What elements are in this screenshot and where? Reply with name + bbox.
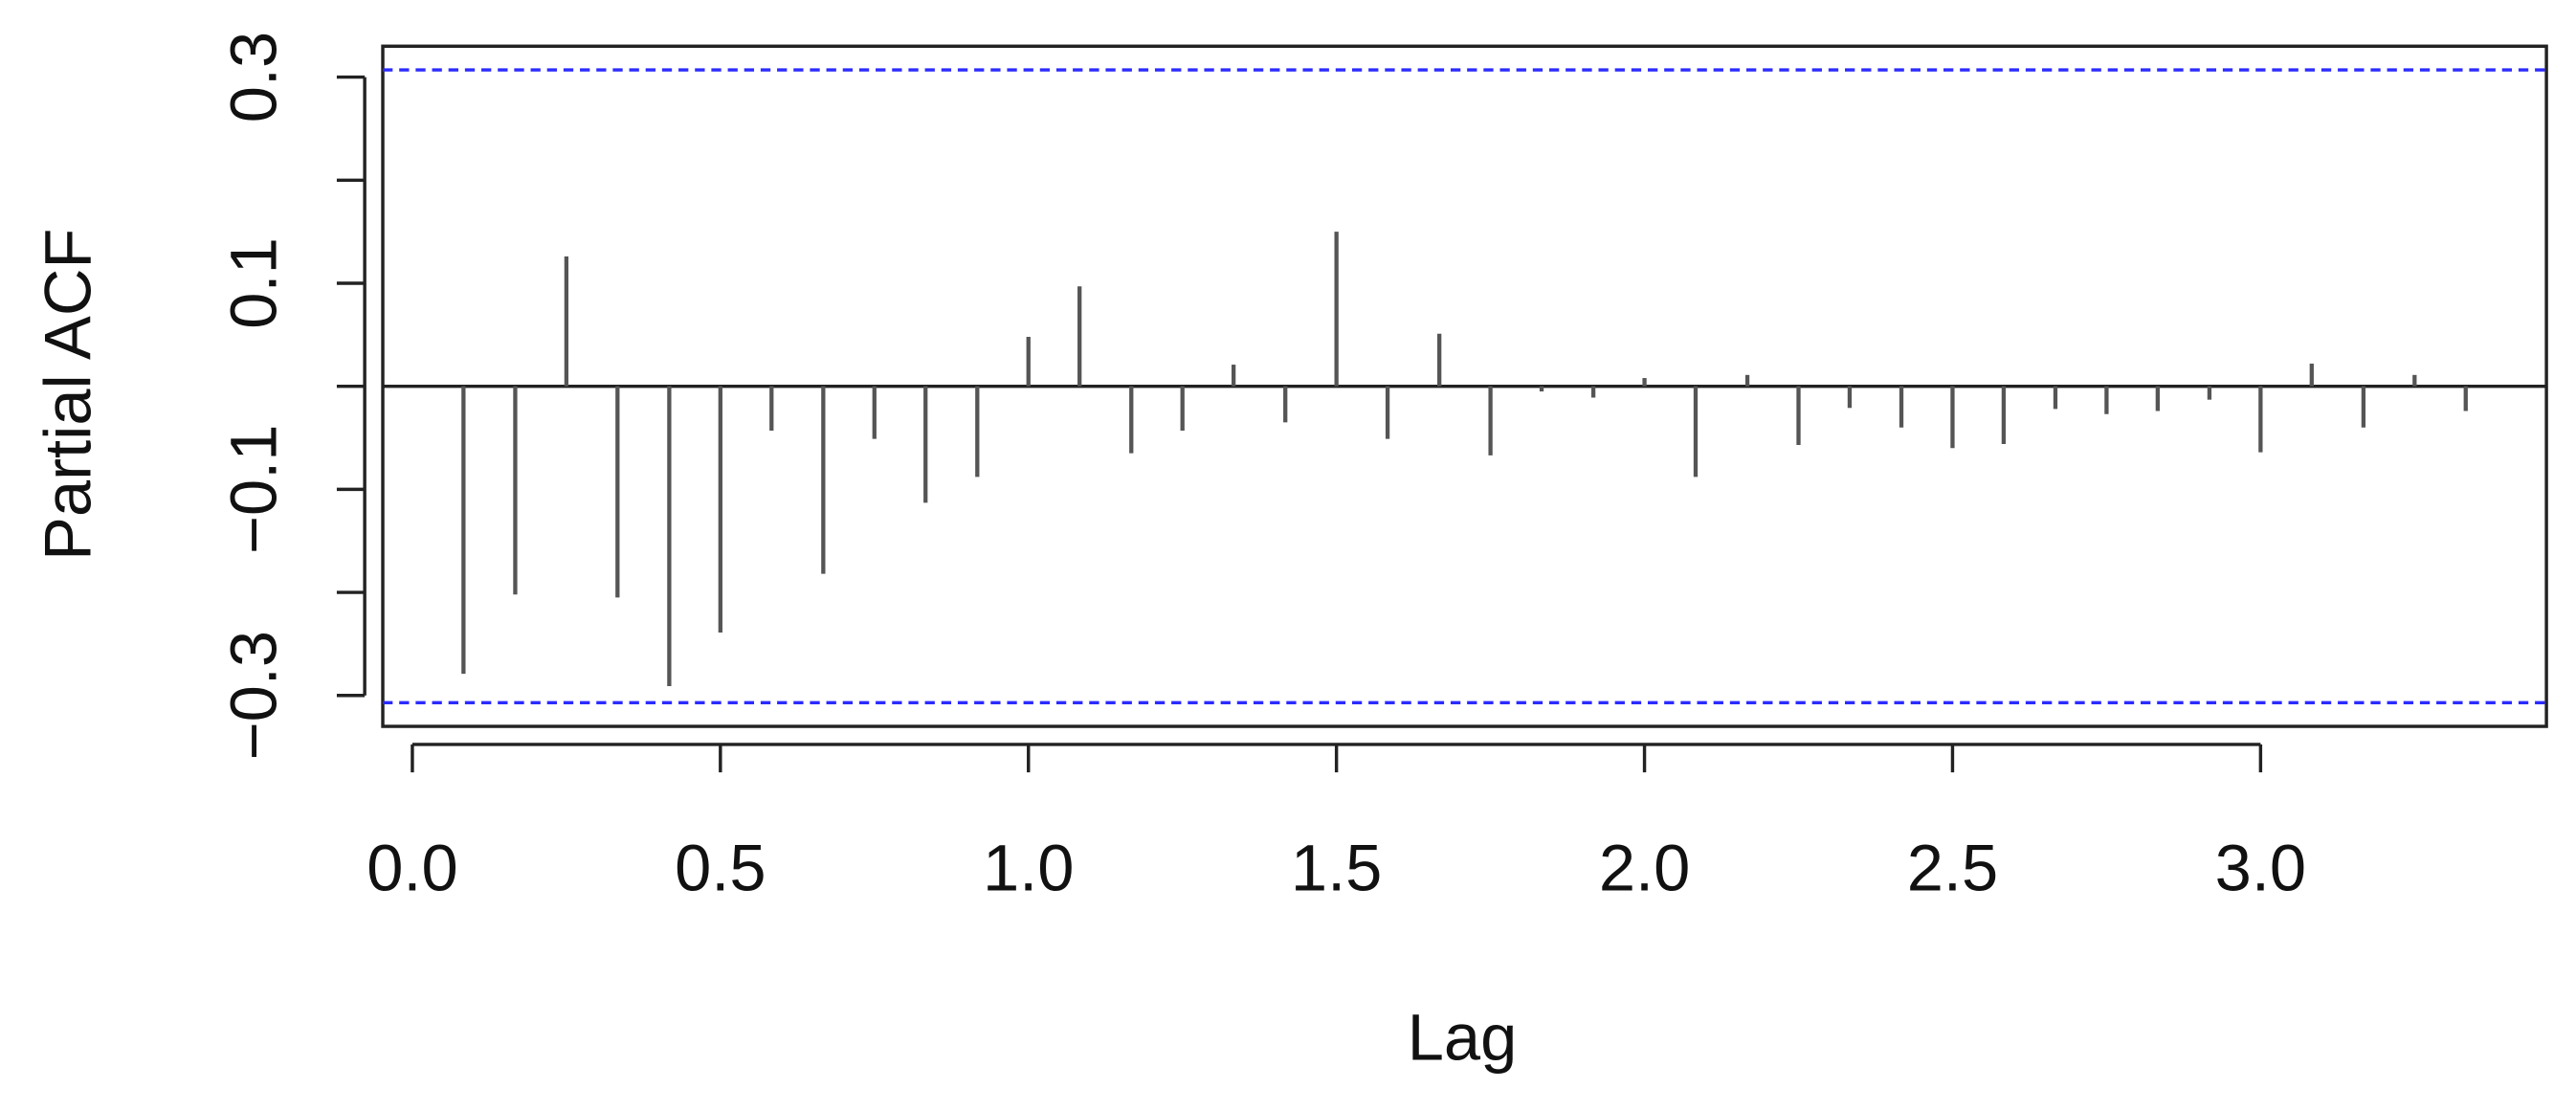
y-tick-label: 0.1	[216, 237, 290, 328]
y-tick-label: −0.3	[216, 631, 290, 761]
x-tick-label: 3.0	[2215, 832, 2306, 905]
x-tick-label: 2.0	[1599, 832, 1690, 905]
x-tick-label: 2.5	[1907, 832, 1998, 905]
y-axis-label: Partial ACF	[31, 229, 104, 561]
y-tick-label: 0.3	[216, 32, 290, 122]
x-axis-label: Lag	[1408, 1001, 1518, 1075]
y-tick-label: −0.1	[216, 425, 290, 555]
x-tick-label: 0.5	[675, 832, 766, 905]
x-tick-label: 1.0	[983, 832, 1074, 905]
x-tick-label: 0.0	[366, 832, 457, 905]
x-tick-label: 1.5	[1291, 832, 1382, 905]
